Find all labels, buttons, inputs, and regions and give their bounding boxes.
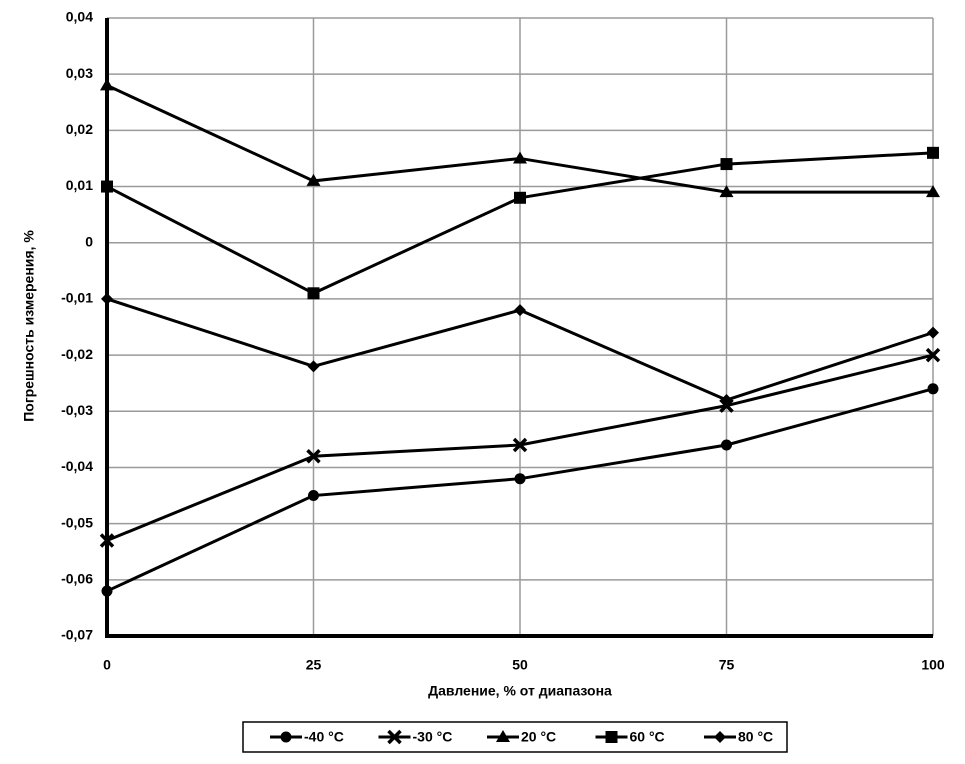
marker: [101, 292, 113, 305]
marker: [306, 173, 321, 186]
marker: [514, 304, 526, 317]
marker: [101, 585, 113, 597]
legend-label: 20 °C: [521, 729, 556, 745]
marker: [101, 180, 113, 193]
marker: [720, 158, 733, 171]
y-tick-label: -0,05: [61, 514, 93, 530]
y-tick-label: 0,03: [66, 65, 93, 81]
legend-label: -30 °C: [413, 729, 453, 745]
x-axis-label: Давление, % от диапазона: [428, 683, 612, 699]
marker: [307, 360, 320, 373]
y-tick-label: 0: [85, 233, 93, 249]
marker: [100, 78, 114, 91]
y-tick-label: -0,01: [61, 290, 93, 306]
legend-label: 80 °C: [738, 729, 773, 745]
marker: [720, 394, 733, 407]
y-tick-label: -0,07: [61, 627, 93, 643]
marker: [714, 731, 726, 743]
marker: [719, 185, 734, 198]
marker: [307, 287, 320, 300]
marker: [927, 383, 939, 395]
legend-label: 60 °C: [630, 729, 665, 745]
marker: [721, 439, 732, 451]
marker: [280, 731, 292, 743]
marker: [925, 347, 941, 363]
x-tick-label: 75: [719, 657, 735, 673]
marker: [514, 473, 526, 485]
marker: [308, 490, 319, 502]
marker: [926, 185, 940, 198]
y-tick-label: 0,04: [66, 9, 93, 25]
y-tick-label: 0,01: [66, 177, 93, 193]
marker: [496, 730, 510, 742]
x-tick-label: 100: [921, 657, 945, 673]
marker: [514, 191, 526, 204]
y-tick-label: 0,02: [66, 121, 93, 137]
marker: [512, 437, 528, 453]
marker: [927, 326, 939, 339]
y-tick-label: -0,06: [61, 571, 93, 587]
y-axis-label: Погрешность измерения, %: [21, 230, 37, 422]
x-tick-label: 50: [512, 657, 528, 673]
marker: [387, 729, 402, 745]
marker: [513, 151, 527, 164]
x-tick-label: 25: [306, 657, 322, 673]
y-tick-label: -0,03: [61, 402, 93, 418]
marker: [99, 533, 115, 548]
y-tick-label: -0,04: [61, 458, 93, 474]
marker: [927, 146, 939, 159]
y-tick-label: -0,02: [61, 346, 93, 362]
x-tick-label: 0: [103, 657, 111, 673]
marker: [306, 448, 321, 464]
legend-label: -40 °C: [304, 729, 344, 745]
marker: [605, 731, 618, 743]
